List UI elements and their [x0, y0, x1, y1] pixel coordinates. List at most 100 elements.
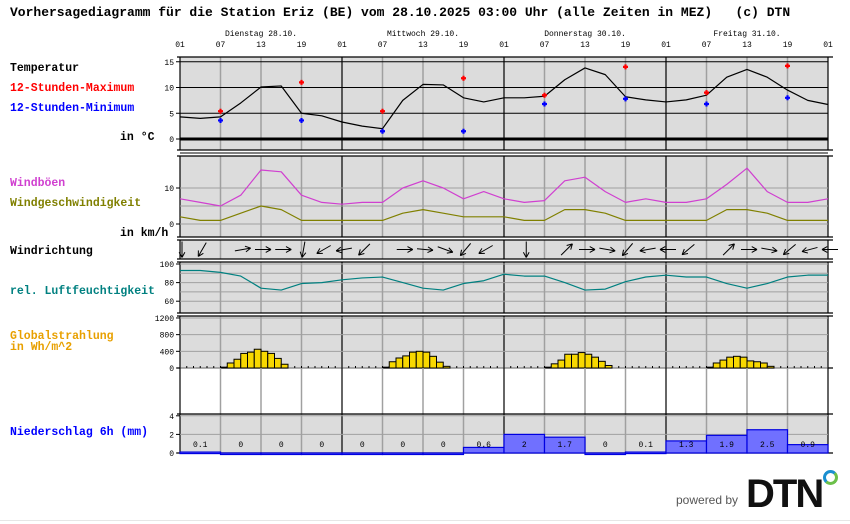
radiation-bar: [402, 355, 410, 369]
radiation-bar: [442, 365, 451, 369]
precipitation-value-label: 2.5: [760, 441, 775, 450]
arrow-head: [525, 251, 530, 258]
precipitation-bar: [746, 429, 789, 454]
temperature-ytick-label: 15: [164, 59, 174, 68]
label-min: 12-Stunden-Minimum: [10, 102, 134, 115]
arrow-head: [821, 249, 828, 253]
arrow-shaft: [639, 247, 656, 252]
max-temp-point: [218, 108, 223, 114]
precipitation-value-label: 0: [400, 441, 405, 450]
hour-tick-label: 01: [661, 41, 671, 50]
wind-direction-arrow-icon: [316, 245, 331, 254]
arrow-head: [427, 246, 434, 251]
arrow-head: [610, 246, 616, 252]
wind-ytick-label: 10: [164, 185, 174, 194]
max-temp-point: [299, 79, 304, 85]
label-wind-unit: in km/h: [120, 227, 168, 240]
precipitation-value-label: 0: [319, 441, 324, 450]
wind-direction-arrow-icon: [478, 245, 493, 254]
precipitation-value-label: 0: [279, 441, 284, 450]
hour-tick-label: 13: [580, 41, 590, 50]
radiation-bar: [260, 350, 269, 369]
arrow-shaft: [358, 243, 371, 256]
hour-tick-label: 19: [621, 41, 631, 50]
arrow-head: [265, 246, 272, 250]
arrow-head: [659, 249, 666, 253]
precipitation-value-label: 0: [603, 441, 608, 450]
hour-tick-label: 01: [175, 41, 185, 50]
arrow-shaft: [416, 248, 434, 251]
wind-direction-arrow-icon: [358, 243, 371, 256]
wind-direction-arrow-icon: [234, 245, 251, 253]
wind-direction-arrow-icon: [801, 246, 818, 254]
hour-tick-label: 19: [459, 41, 469, 50]
radiation-bar: [544, 366, 552, 369]
radiation-ytick-label: 800: [160, 332, 175, 341]
radiation-ytick-label: 400: [160, 348, 175, 357]
arrow-head: [570, 243, 573, 250]
arrow-head: [245, 247, 251, 253]
radiation-bar: [753, 361, 761, 369]
hour-tick-label: 13: [418, 41, 428, 50]
arrow-head: [316, 248, 321, 254]
arrow-head: [609, 250, 616, 254]
arrow-head: [751, 249, 758, 253]
precipitation-value-label: 1.9: [720, 441, 735, 450]
label-temperature: Temperatur: [10, 62, 79, 75]
radiation-bar: [760, 362, 768, 369]
precipitation-ytick-label: 2: [169, 431, 174, 440]
arrow-shaft: [437, 246, 453, 253]
wind-direction-arrow-icon: [255, 246, 272, 253]
arrow-head: [285, 249, 292, 253]
radiation-bar: [247, 351, 255, 369]
arrow-head: [460, 252, 467, 257]
arrow-head: [682, 252, 689, 256]
precipitation-bar: [341, 452, 384, 456]
chart-title: Vorhersagediagramm für die Station Eriz …: [10, 5, 790, 20]
radiation-bar: [550, 363, 559, 369]
precipitation-value-label: 0: [360, 441, 365, 450]
arrow-shaft: [621, 243, 634, 256]
arrow-head: [178, 251, 183, 258]
radiation-bar: [253, 348, 262, 369]
dtn-logo: powered by DTN: [676, 470, 839, 514]
precipitation-bar: [179, 451, 222, 455]
arrow-head: [801, 251, 808, 254]
min-temp-point: [704, 101, 709, 107]
day-label: Dienstag 28.10.: [225, 30, 297, 39]
arrow-head: [446, 251, 453, 254]
hour-tick-label: 19: [297, 41, 307, 50]
arrow-head: [801, 247, 807, 252]
arrow-shaft: [459, 243, 472, 256]
radiation-bar: [604, 364, 613, 369]
precipitation-bar: [786, 444, 829, 454]
wind-direction-arrow-icon: [599, 246, 616, 254]
hour-tick-label: 07: [216, 41, 226, 50]
arrow-head: [782, 248, 787, 255]
precipitation-bar: [219, 452, 262, 456]
arrow-head: [285, 246, 292, 250]
arrow-head: [407, 246, 413, 250]
hour-tick-label: 01: [823, 41, 833, 50]
wind-direction-arrow-icon: [681, 243, 695, 256]
precipitation-bar: [543, 436, 586, 454]
precipitation-value-label: 1.7: [558, 441, 573, 450]
divider: [0, 520, 850, 521]
wind-direction-arrow-icon: [459, 243, 472, 257]
humidity-ytick-label: 100: [160, 261, 175, 270]
precipitation-ytick-label: 0: [169, 450, 174, 459]
humidity-line: [180, 269, 828, 291]
radiation-bar: [382, 366, 390, 369]
hour-tick-label: 13: [742, 41, 752, 50]
radiation-bar: [422, 351, 431, 369]
arrow-shaft: [722, 243, 735, 256]
arrow-head: [459, 249, 463, 256]
arrow-head: [358, 252, 365, 256]
arrow-head: [622, 252, 629, 257]
min-temp-point: [785, 95, 790, 101]
wind-direction-arrow-icon: [299, 241, 307, 258]
wind-direction-arrow-icon: [178, 241, 186, 258]
dtn-logo-dot-icon: [823, 470, 839, 485]
radiation-bar: [746, 360, 755, 369]
arrow-head: [772, 246, 778, 252]
